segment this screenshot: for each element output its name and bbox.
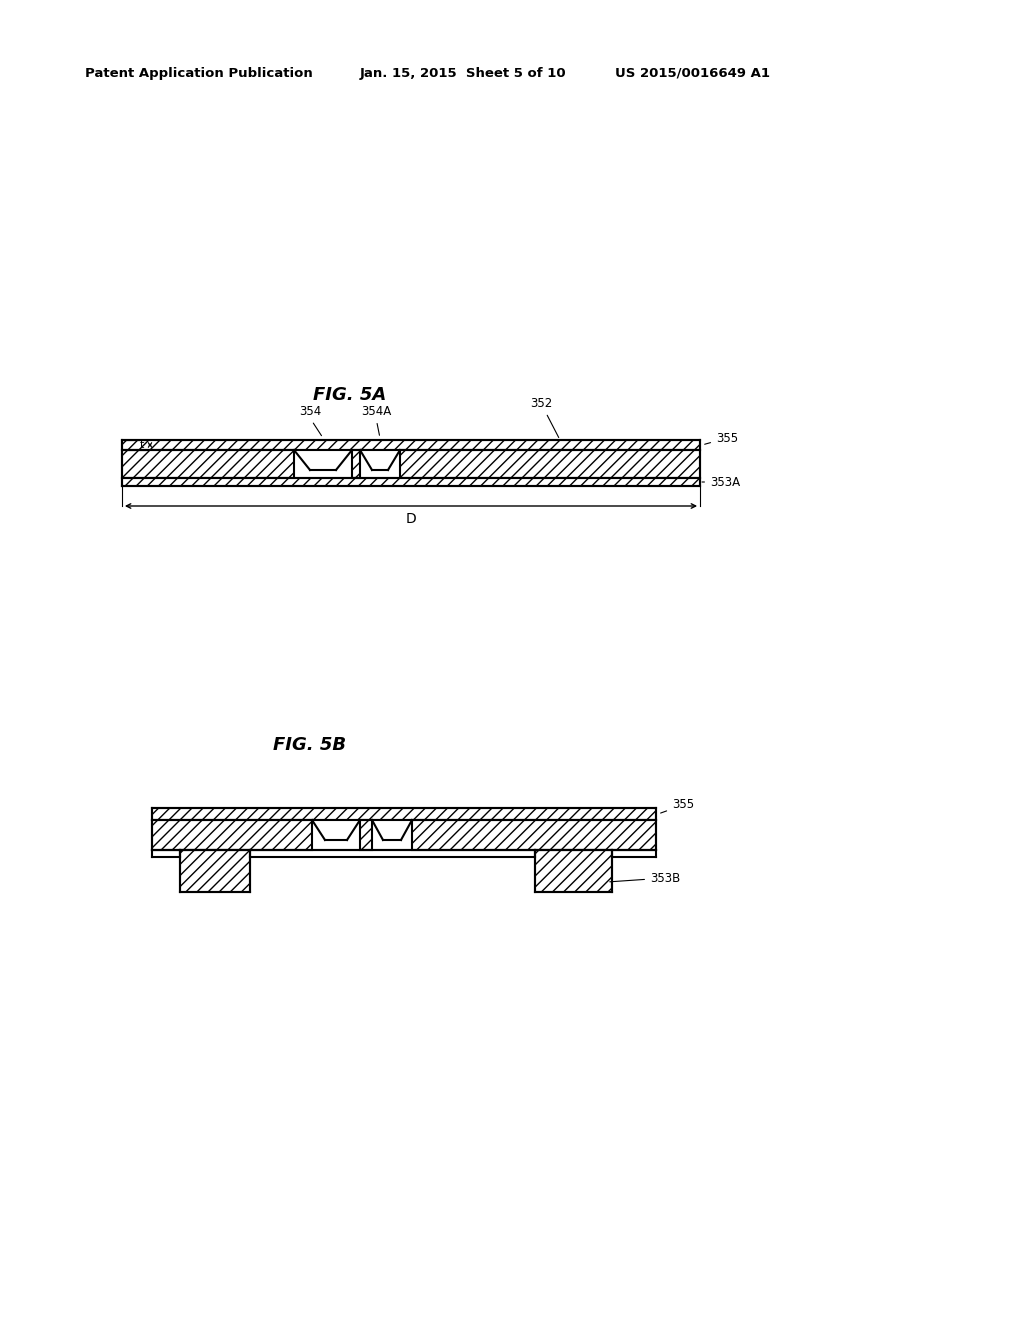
Text: US 2015/0016649 A1: US 2015/0016649 A1	[615, 66, 770, 79]
Bar	[352, 450, 360, 478]
Bar	[122, 450, 294, 478]
Text: FIG. 5B: FIG. 5B	[273, 737, 346, 754]
Text: 354: 354	[299, 405, 322, 436]
Polygon shape	[294, 450, 352, 470]
Text: 353A: 353A	[702, 475, 740, 488]
Text: 355: 355	[660, 799, 694, 813]
Polygon shape	[312, 820, 360, 840]
Polygon shape	[372, 820, 412, 840]
Bar	[412, 820, 656, 850]
Text: FIG. 5A: FIG. 5A	[313, 385, 387, 404]
Bar	[180, 850, 250, 892]
Text: t: t	[139, 440, 144, 450]
Text: 354A: 354A	[360, 405, 391, 436]
Text: 355: 355	[705, 432, 738, 445]
Bar	[152, 820, 312, 850]
Bar	[360, 820, 372, 850]
Text: D: D	[406, 512, 417, 525]
Bar	[152, 808, 656, 820]
Bar	[400, 450, 700, 478]
Bar	[535, 850, 612, 892]
Text: 353B: 353B	[609, 871, 680, 884]
Bar	[122, 478, 700, 486]
Polygon shape	[360, 450, 400, 470]
Text: Patent Application Publication: Patent Application Publication	[85, 66, 312, 79]
Bar	[122, 440, 700, 450]
Text: 352: 352	[530, 397, 559, 437]
Text: Jan. 15, 2015  Sheet 5 of 10: Jan. 15, 2015 Sheet 5 of 10	[360, 66, 566, 79]
